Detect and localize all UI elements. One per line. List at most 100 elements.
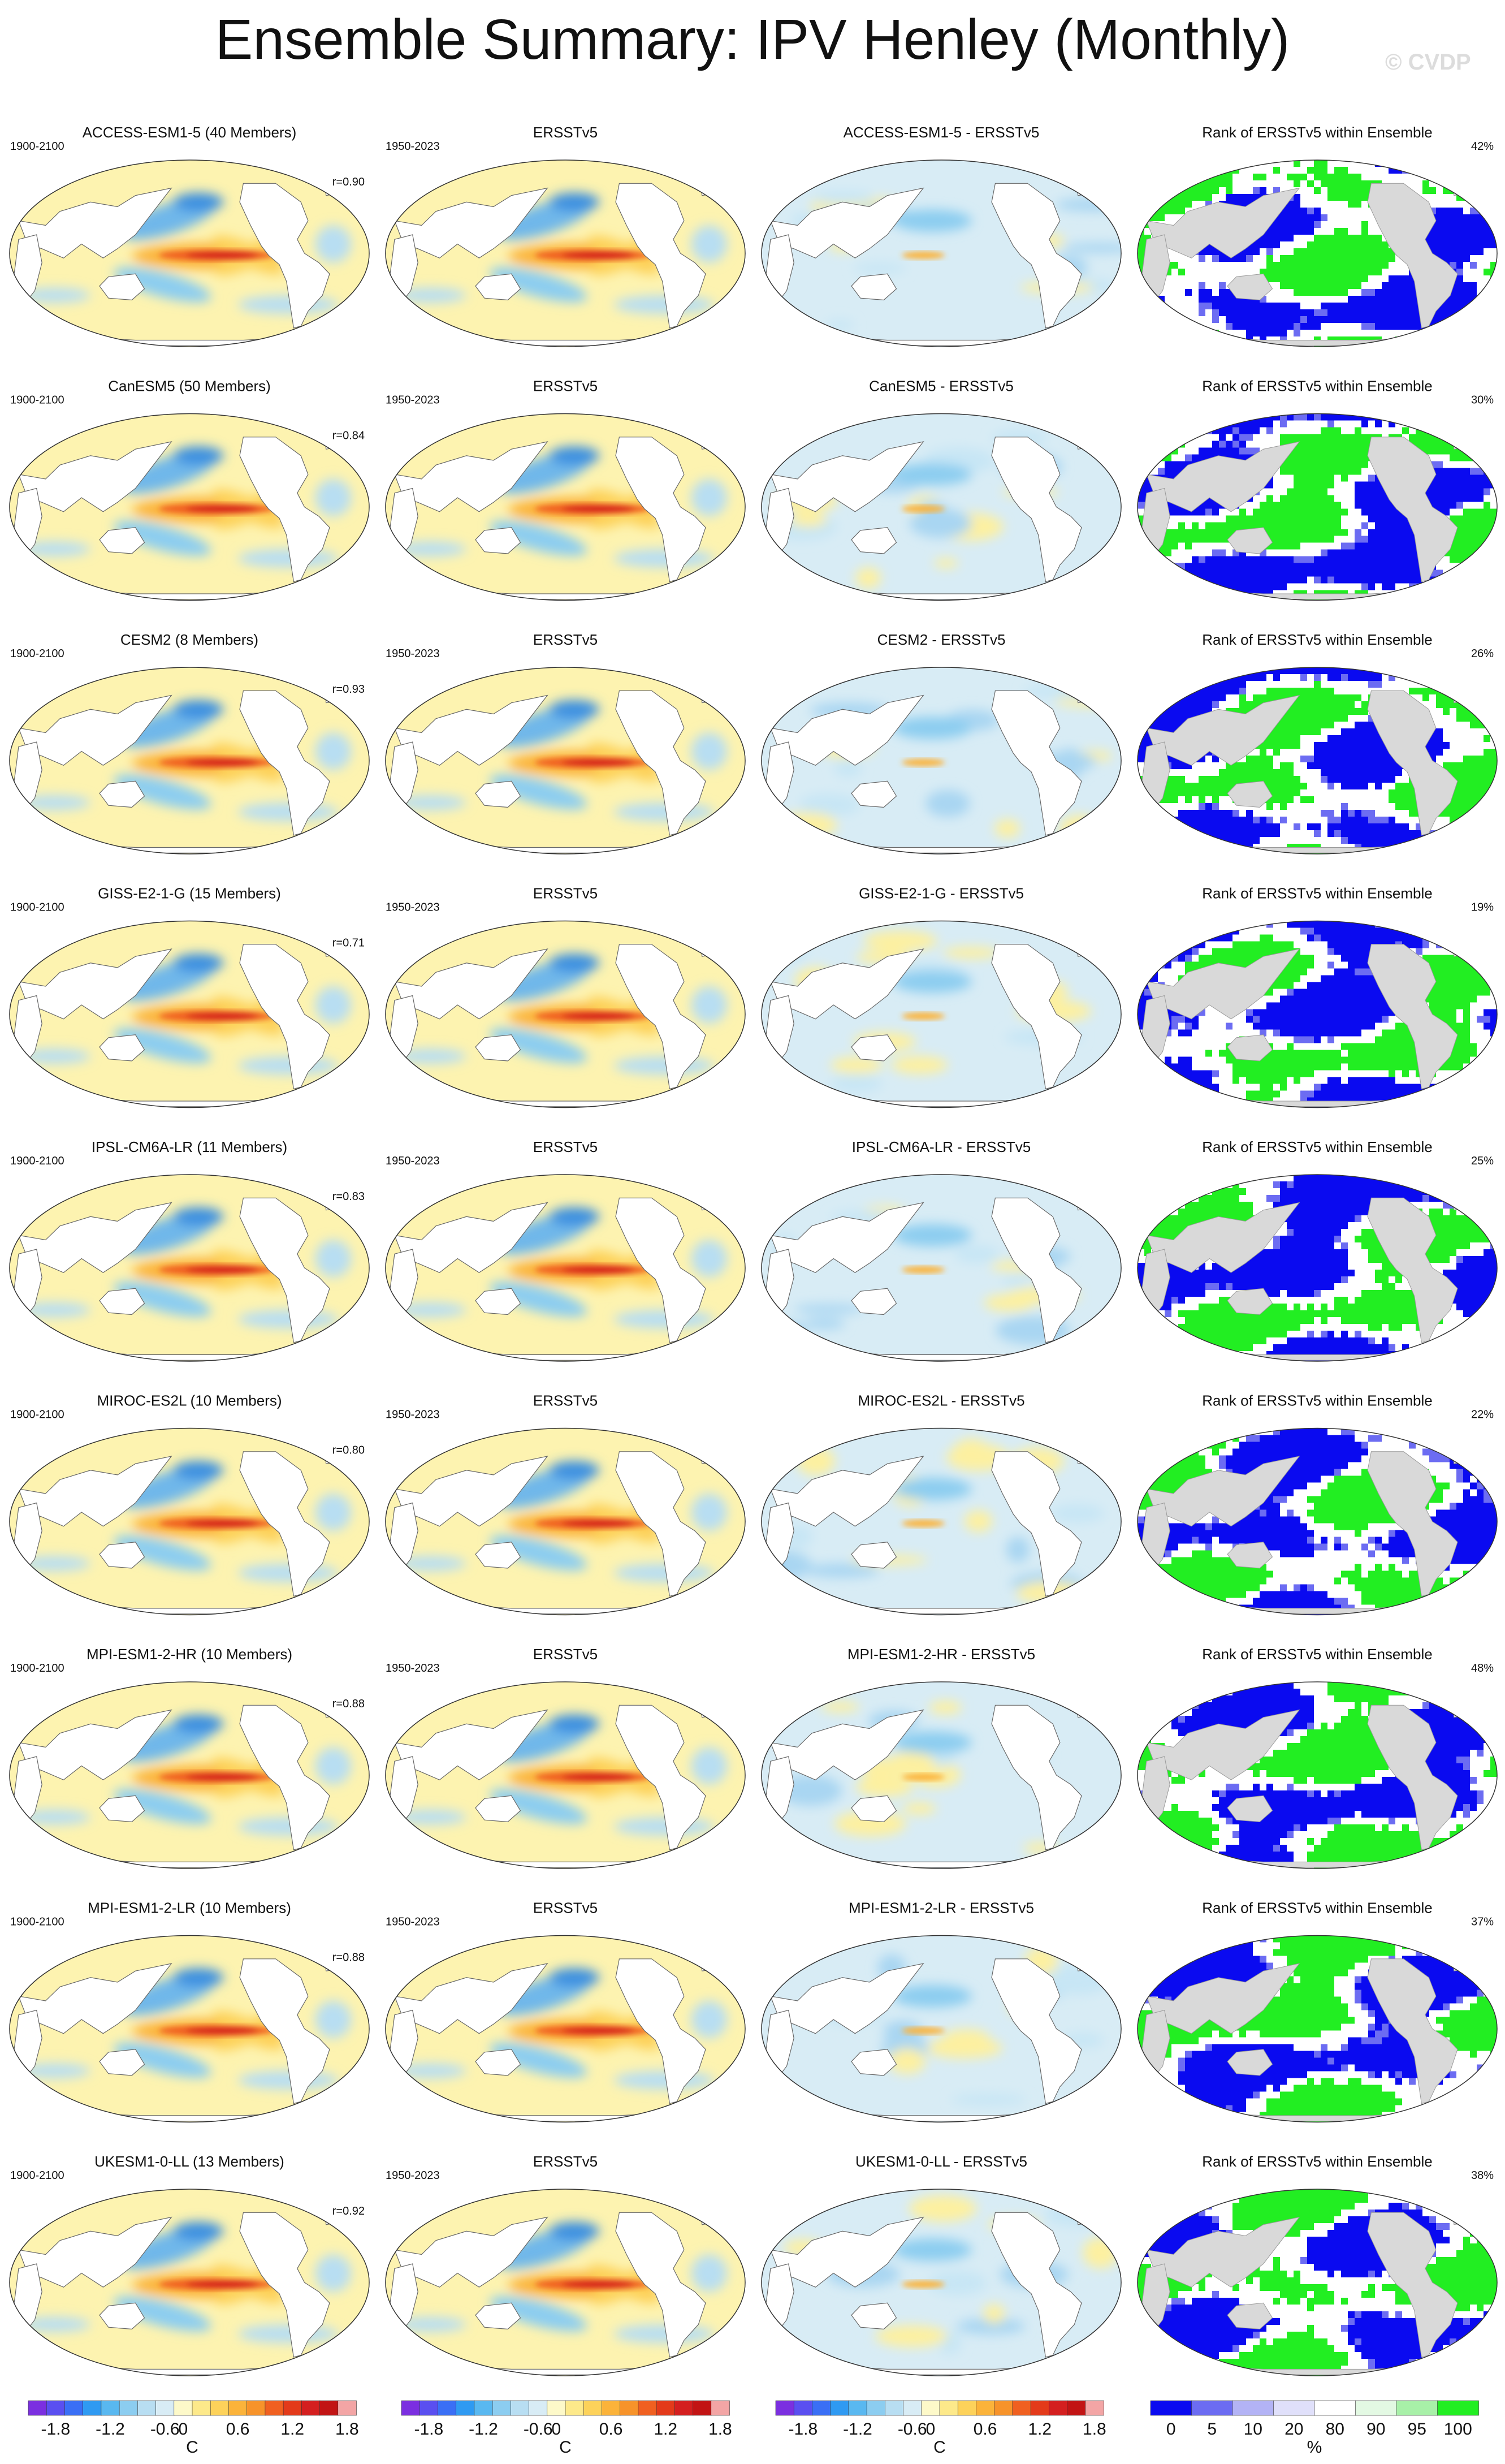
obs-title: ERSSTv5 [533, 885, 598, 902]
colorbar-swatch [1232, 2400, 1274, 2416]
colorbar-diff: -1.8 -1.2 -0.60 0.6 1.2 1.8 C [775, 2400, 1106, 2457]
colorbar-swatch [137, 2400, 157, 2416]
rank-title: Rank of ERSSTv5 within Ensemble [1202, 124, 1433, 141]
colorbar-swatch [246, 2400, 266, 2416]
obs-period-label: 1950-2023 [386, 901, 440, 914]
pattern-correlation-label: r=0.80 [332, 1444, 365, 1457]
colorbar-swatch [1273, 2400, 1315, 2416]
difference-map [761, 1427, 1122, 1616]
model-period-label: 1900-2100 [10, 394, 64, 407]
pattern-correlation-label: r=0.88 [332, 1698, 365, 1710]
colorbar-swatch [866, 2400, 886, 2416]
colorbar-swatch [1067, 2400, 1086, 2416]
model-period-label: 1900-2100 [10, 140, 64, 153]
colorbar-tick-label: 90 [1366, 2420, 1385, 2439]
model-title: CanESM5 (50 Members) [108, 378, 271, 395]
rank-percent-label: 26% [1471, 648, 1494, 660]
colorbar-swatch [155, 2400, 175, 2416]
obs-period-label: 1950-2023 [386, 648, 440, 660]
colorbar-swatch [46, 2400, 66, 2416]
obs-pattern-map [385, 1681, 746, 1869]
difference-map [761, 413, 1122, 601]
pattern-correlation-label: r=0.71 [332, 937, 365, 950]
rank-map [1137, 1427, 1498, 1616]
rank-title: Rank of ERSSTv5 within Ensemble [1202, 2153, 1433, 2170]
map-row: IPSL-CM6A-LR (11 Members) 1900-2100 r=0.83… [9, 1138, 1498, 1362]
colorbar-tick-label: 1.8 [708, 2420, 732, 2439]
colorbar-swatch [921, 2400, 940, 2416]
obs-title: ERSSTv5 [533, 124, 598, 141]
map-row: MIROC-ES2L (10 Members) 1900-2100 r=0.80 ER… [9, 1392, 1498, 1616]
obs-title: ERSSTv5 [533, 631, 598, 648]
rank-percent-label: 42% [1471, 140, 1494, 153]
colorbar-unit-label: C [559, 2438, 572, 2457]
obs-title: ERSSTv5 [533, 378, 598, 395]
colorbar-swatch [401, 2400, 421, 2416]
colorbar-swatch [419, 2400, 439, 2416]
colorbar-tick-label: 5 [1207, 2420, 1217, 2439]
obs-pattern-map [385, 667, 746, 855]
model-pattern-map [9, 1681, 370, 1869]
rank-map [1137, 2189, 1498, 2376]
rank-title: Rank of ERSSTv5 within Ensemble [1202, 1646, 1433, 1663]
model-period-label: 1900-2100 [10, 1409, 64, 1421]
colorbar-swatch [338, 2400, 357, 2416]
rank-percent-label: 38% [1471, 2169, 1494, 2182]
colorbar-swatch [438, 2400, 457, 2416]
colorbar-tick-label: -0.6 [898, 2420, 927, 2439]
colorbar-swatch [511, 2400, 530, 2416]
difference-map [761, 2189, 1122, 2376]
colorbar-swatch [638, 2400, 657, 2416]
obs-title: ERSSTv5 [533, 1138, 598, 1155]
colorbar-swatch [283, 2400, 302, 2416]
colorbar-tick-label: 0.6 [226, 2420, 250, 2439]
diff-title: MPI-ESM1-2-HR - ERSSTv5 [847, 1646, 1035, 1663]
model-pattern-map [9, 159, 370, 347]
map-row: MPI-ESM1-2-LR (10 Members) 1900-2100 r=0.8… [9, 1900, 1498, 2123]
map-row: GISS-E2-1-G (15 Members) 1900-2100 r=0.71 E… [9, 885, 1498, 1108]
diff-title: IPSL-CM6A-LR - ERSSTv5 [852, 1138, 1031, 1155]
obs-title: ERSSTv5 [533, 1392, 598, 1409]
colorbar-tick-label: -1.2 [843, 2420, 872, 2439]
colorbar-tick-label: -1.8 [414, 2420, 443, 2439]
pattern-correlation-label: r=0.84 [332, 430, 365, 442]
rank-map [1137, 667, 1498, 855]
colorbar-swatch [1437, 2400, 1479, 2416]
colorbar-swatch [64, 2400, 84, 2416]
obs-pattern-map [385, 1174, 746, 1362]
colorbar-swatch [474, 2400, 493, 2416]
pattern-correlation-label: r=0.93 [332, 683, 365, 696]
colorbar-tick-label: -0.6 [150, 2420, 180, 2439]
colorbar-tick-label: 0.6 [599, 2420, 623, 2439]
colorbar-swatch [228, 2400, 248, 2416]
model-period-label: 1900-2100 [10, 2169, 64, 2182]
colorbar-tick-label: -1.2 [469, 2420, 498, 2439]
colorbar-swatch [957, 2400, 977, 2416]
colorbar-swatch [174, 2400, 193, 2416]
model-pattern-map [9, 1935, 370, 2123]
colorbar-swatch [812, 2400, 831, 2416]
obs-period-label: 1950-2023 [386, 140, 440, 153]
difference-map [761, 159, 1122, 347]
map-row: ACCESS-ESM1-5 (40 Members) 1900-2100 r=0.9… [9, 124, 1498, 347]
colorbar-model: -1.8 -1.2 -0.60 0.6 1.2 1.8 C [28, 2400, 359, 2457]
rank-title: Rank of ERSSTv5 within Ensemble [1202, 1138, 1433, 1155]
obs-title: ERSSTv5 [533, 2153, 598, 2170]
colorbar-unit-label: % [1307, 2438, 1322, 2457]
colorbar-swatch [192, 2400, 211, 2416]
colorbar-tick-label: 1.2 [280, 2420, 304, 2439]
colorbar-tick-label: 0 [1166, 2420, 1176, 2439]
rank-percent-label: 25% [1471, 1155, 1494, 1167]
model-title: MIROC-ES2L (10 Members) [97, 1392, 282, 1409]
colorbar-swatch [301, 2400, 321, 2416]
diff-title: UKESM1-0-LL - ERSSTv5 [855, 2153, 1027, 2170]
rank-map [1137, 920, 1498, 1108]
colorbar-swatch [1049, 2400, 1068, 2416]
difference-map [761, 667, 1122, 855]
colorbar-swatch [674, 2400, 694, 2416]
diff-title: CanESM5 - ERSSTv5 [869, 378, 1014, 395]
obs-pattern-map [385, 413, 746, 601]
colorbar-swatch [1355, 2400, 1397, 2416]
map-row: UKESM1-0-LL (13 Members) 1900-2100 r=0.92 E… [9, 2153, 1498, 2376]
